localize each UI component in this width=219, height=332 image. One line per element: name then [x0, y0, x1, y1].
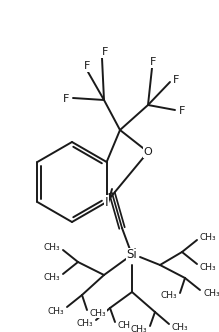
Text: F: F [173, 75, 179, 85]
Text: F: F [84, 61, 90, 71]
Text: I: I [105, 196, 108, 208]
Text: CH₃: CH₃ [43, 273, 60, 282]
Text: CH₃: CH₃ [47, 306, 64, 315]
Text: CH₃: CH₃ [43, 242, 60, 252]
Text: CH₃: CH₃ [130, 324, 147, 332]
Text: O: O [144, 147, 152, 157]
Text: F: F [63, 94, 69, 104]
Text: CH₃: CH₃ [200, 232, 217, 241]
Text: CH₃: CH₃ [200, 263, 217, 272]
Text: CH₃: CH₃ [118, 320, 135, 329]
Text: F: F [179, 106, 185, 116]
Text: CH₃: CH₃ [76, 318, 93, 327]
Text: CH₃: CH₃ [172, 322, 189, 331]
Text: CH₃: CH₃ [203, 290, 219, 298]
Text: CH₃: CH₃ [90, 308, 107, 317]
Text: CH₃: CH₃ [160, 291, 177, 300]
Text: Si: Si [127, 248, 137, 262]
Text: F: F [102, 47, 108, 57]
Text: F: F [150, 57, 156, 67]
